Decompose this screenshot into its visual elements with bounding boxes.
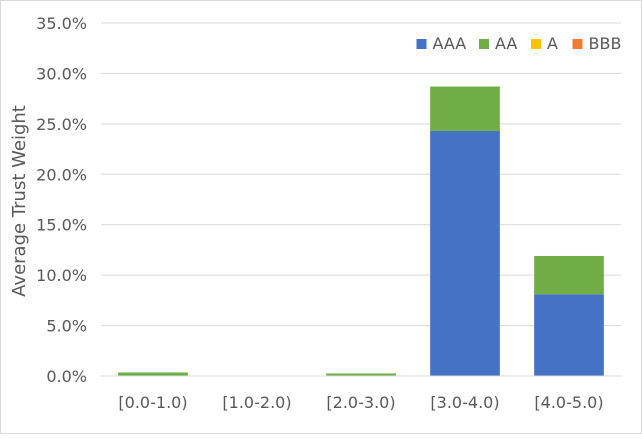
bar-segment-aa [326, 373, 396, 376]
x-tick-label: [4.0-5.0) [534, 393, 603, 412]
y-tick-label: 0.0% [46, 367, 87, 386]
legend: AAA AA A BBB [416, 34, 622, 53]
gridlines [101, 22, 621, 327]
bars [118, 86, 604, 376]
legend-label-a: A [547, 34, 558, 53]
y-tick-label: 15.0% [36, 216, 87, 235]
legend-swatch-bbb [572, 39, 583, 49]
x-tick-label: [2.0-3.0) [326, 393, 395, 412]
x-tick-label: [3.0-4.0) [430, 393, 499, 412]
y-tick-label: 10.0% [36, 266, 87, 285]
bar-segment-aa [118, 372, 188, 376]
y-axis-label: Average Trust Weight [9, 105, 30, 297]
legend-swatch-aaa [416, 39, 427, 49]
legend-label-bbb: BBB [589, 34, 622, 53]
bar-segment-aa [430, 86, 500, 131]
x-tick-label: [1.0-2.0) [222, 393, 291, 412]
legend-swatch-aa [479, 39, 489, 49]
legend-label-aa: AA [495, 34, 517, 53]
y-tick-label: 20.0% [36, 165, 87, 184]
bar-segment-aaa [430, 130, 500, 376]
bar-segment-aaa [534, 294, 604, 376]
y-tick-label: 30.0% [36, 64, 87, 83]
y-tick-label: 35.0% [36, 14, 87, 33]
legend-swatch-a [531, 39, 541, 49]
x-tick-label: [0.0-1.0) [118, 393, 187, 412]
bar-segment-aa [534, 255, 604, 295]
y-tick-label: 25.0% [36, 115, 87, 134]
y-tick-label: 5.0% [46, 317, 87, 336]
legend-label-aaa: AAA [433, 34, 467, 53]
axes: 0.0% 5.0% 10.0% 15.0% 20.0% 25.0% 30.0% 35.0% [0… [36, 14, 621, 412]
